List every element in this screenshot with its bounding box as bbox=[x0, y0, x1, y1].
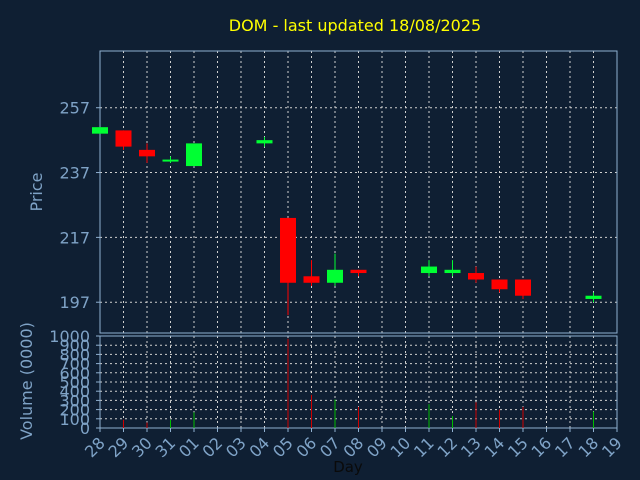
price-tick-label: 217 bbox=[59, 228, 90, 247]
chart-title: DOM - last updated 18/08/2025 bbox=[229, 16, 481, 35]
price-panel-frame bbox=[99, 50, 618, 334]
price-tick-label: 257 bbox=[59, 99, 90, 118]
candle-body bbox=[327, 269, 343, 283]
volume-tick-label: 200 bbox=[59, 401, 90, 420]
volume-tick-label: 400 bbox=[59, 382, 90, 401]
volume-tick-label: 0 bbox=[80, 419, 90, 438]
price-tick-label: 197 bbox=[59, 293, 90, 312]
candle-body bbox=[491, 279, 508, 290]
candle-body bbox=[303, 276, 320, 283]
volume-tick-label: 100 bbox=[59, 410, 90, 429]
x-axis-label: Day bbox=[333, 458, 363, 476]
price-axis-label: Price bbox=[27, 172, 46, 211]
price-tick-label: 237 bbox=[59, 164, 90, 183]
volume-tick-label: 800 bbox=[59, 345, 90, 364]
candle-body bbox=[256, 140, 273, 144]
volume-tick-label: 1000 bbox=[49, 327, 90, 346]
candle-body bbox=[186, 143, 202, 167]
volume-tick-label: 600 bbox=[59, 364, 90, 383]
candle-body bbox=[280, 217, 296, 283]
candle-body bbox=[350, 269, 367, 274]
volume-tick-label: 900 bbox=[59, 336, 90, 355]
candle-body bbox=[444, 269, 461, 274]
candle-body bbox=[92, 127, 108, 134]
volume-tick-label: 300 bbox=[59, 391, 90, 410]
candle-body bbox=[468, 273, 484, 280]
price-panel: 197 217 237 257 bbox=[59, 50, 618, 334]
volume-axis-label: Volume (0000) bbox=[17, 322, 36, 440]
candle-body bbox=[421, 266, 437, 274]
candle-body bbox=[115, 130, 132, 147]
volume-tick-label: 500 bbox=[59, 373, 90, 392]
volume-tick-label: 700 bbox=[59, 355, 90, 374]
candle-body bbox=[515, 279, 531, 296]
candle-body bbox=[585, 295, 602, 299]
candle-body bbox=[162, 159, 179, 162]
candle-body bbox=[139, 149, 155, 157]
